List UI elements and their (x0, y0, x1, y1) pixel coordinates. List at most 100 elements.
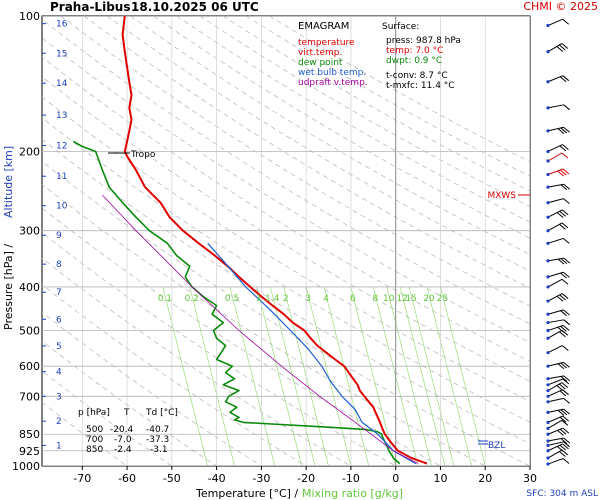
wind-barb-feather (560, 184, 568, 191)
series-dew-point (72, 140, 401, 465)
pressure-tick-label: 100 (19, 10, 40, 23)
wind-barb (546, 389, 569, 398)
temperature-tick-label: -20 (297, 472, 315, 485)
pressure-tick-label: 700 (19, 390, 40, 403)
wind-barb-feather (556, 212, 564, 218)
surface-pressure: press: 987.8 hPa (386, 36, 461, 46)
wind-barb (546, 378, 570, 387)
dry-adiabat (42, 56, 530, 363)
temperature-tick-label: 0 (392, 472, 399, 485)
wind-barb-staff (547, 378, 564, 386)
mixing-ratio-line (399, 286, 446, 466)
wind-barb-feather (563, 398, 570, 404)
pressure-tick-labels: 100 200 300 400 500 600 700 850 925 1000 (12, 10, 40, 473)
wind-barb-feather (561, 209, 569, 216)
table-row-p: 850 (86, 445, 103, 455)
wind-barb-feather (563, 126, 570, 133)
wind-barb-dot (546, 383, 550, 387)
wind-barb-dot (546, 394, 550, 398)
wind-barb-feather (562, 324, 570, 331)
wind-barb-feather (560, 169, 567, 176)
temperature-tick-label: 20 (478, 472, 492, 485)
wind-barb-dot (546, 420, 550, 424)
wind-barb-feather (563, 319, 571, 326)
wind-barb-dot (546, 185, 550, 189)
wind-barbs (546, 18, 571, 466)
legend-updraft: udpraft v.temp. (298, 78, 368, 88)
wind-barb-staff (547, 419, 563, 429)
wind-barb (546, 427, 570, 436)
wind-barb (546, 152, 569, 163)
wind-barb-dot (546, 80, 550, 84)
temperature-tick-label: -10 (342, 472, 360, 485)
wind-barb-dot (546, 215, 550, 219)
mixing-ratio-label: 1.4 (265, 294, 280, 304)
altitude-tick-label: 16 (56, 20, 68, 30)
wind-barb-staff (547, 18, 563, 26)
mixing-ratio-label: 3 (305, 294, 311, 304)
wind-barb-dot (546, 351, 550, 355)
wind-barb (546, 382, 569, 393)
wind-barb-feather (560, 438, 568, 444)
wind-barb (546, 309, 570, 317)
wind-barb-feather (557, 258, 565, 265)
temperature-tick-label: -50 (163, 472, 181, 485)
altitude-tick-label: 4 (56, 368, 62, 378)
wind-barb-feather (562, 443, 569, 450)
wind-barb-feather (563, 104, 571, 111)
wind-barb-feather (560, 310, 567, 317)
wind-barb-staff (547, 345, 563, 354)
series-temperature (121, 16, 428, 465)
wind-barb-dot (546, 364, 550, 368)
wind-barb-feather (559, 145, 567, 152)
wind-barb (546, 18, 570, 28)
y-axis-label: Pressure [hPa] / (2, 244, 15, 330)
wind-barb-staff (547, 237, 564, 244)
wind-barb (546, 375, 571, 382)
wind-barb (546, 183, 571, 191)
wind-barb-dot (546, 23, 550, 28)
wind-barb-dot (546, 400, 550, 404)
wind-barb-dot (546, 439, 550, 443)
mixing-ratio-label: 2 (283, 294, 289, 304)
mixing-ratio-line (350, 286, 397, 466)
wind-barb-feather (562, 427, 570, 434)
wind-barb-dot (546, 426, 550, 431)
wind-barb-feather (561, 152, 569, 159)
wind-barb-dot (546, 432, 550, 436)
temperature-tick-label: -60 (118, 472, 136, 485)
wind-barb (546, 198, 570, 205)
dry-adiabat (153, 16, 530, 239)
wind-barb-dot (546, 389, 550, 393)
wind-barb-feather (560, 272, 567, 279)
altitude-tick-label: 13 (56, 111, 67, 121)
legend: EMAGRAM temperature virt.temp. dew point… (298, 21, 368, 88)
observation-datetime: 18.10.2025 06 UTC (131, 0, 259, 14)
plot-area (41, 15, 531, 467)
wind-barb (546, 209, 569, 219)
wind-barb-feather (560, 362, 568, 369)
wind-barb-dot (546, 410, 550, 414)
wind-barb-staff (547, 278, 563, 288)
wind-barb (546, 271, 570, 279)
wind-barb-feather (562, 75, 570, 82)
wind-barb-feather (557, 409, 565, 416)
wind-barb-feather (560, 325, 567, 332)
mixing-ratio-label: 12 (396, 294, 407, 304)
wind-barb-feather (556, 385, 564, 391)
wind-barb-feather (563, 408, 570, 415)
wind-barb-dot (546, 241, 550, 245)
altitude-tick-label: 5 (56, 342, 62, 352)
wind-barb (546, 415, 570, 424)
wind-barb-feather (562, 168, 570, 175)
wind-barb-staff (547, 397, 564, 403)
wind-barb-feather (561, 293, 569, 299)
dry-adiabat (83, 16, 530, 289)
wind-barb (546, 437, 571, 444)
wind-barb-dot (546, 312, 550, 316)
wind-barb (546, 449, 569, 460)
wind-barb-dot (546, 377, 550, 381)
pressure-tick-label: 400 (19, 281, 40, 294)
legend-title: EMAGRAM (298, 21, 349, 32)
surface-dewpoint: dwpt: 0.9 °C (386, 56, 442, 66)
